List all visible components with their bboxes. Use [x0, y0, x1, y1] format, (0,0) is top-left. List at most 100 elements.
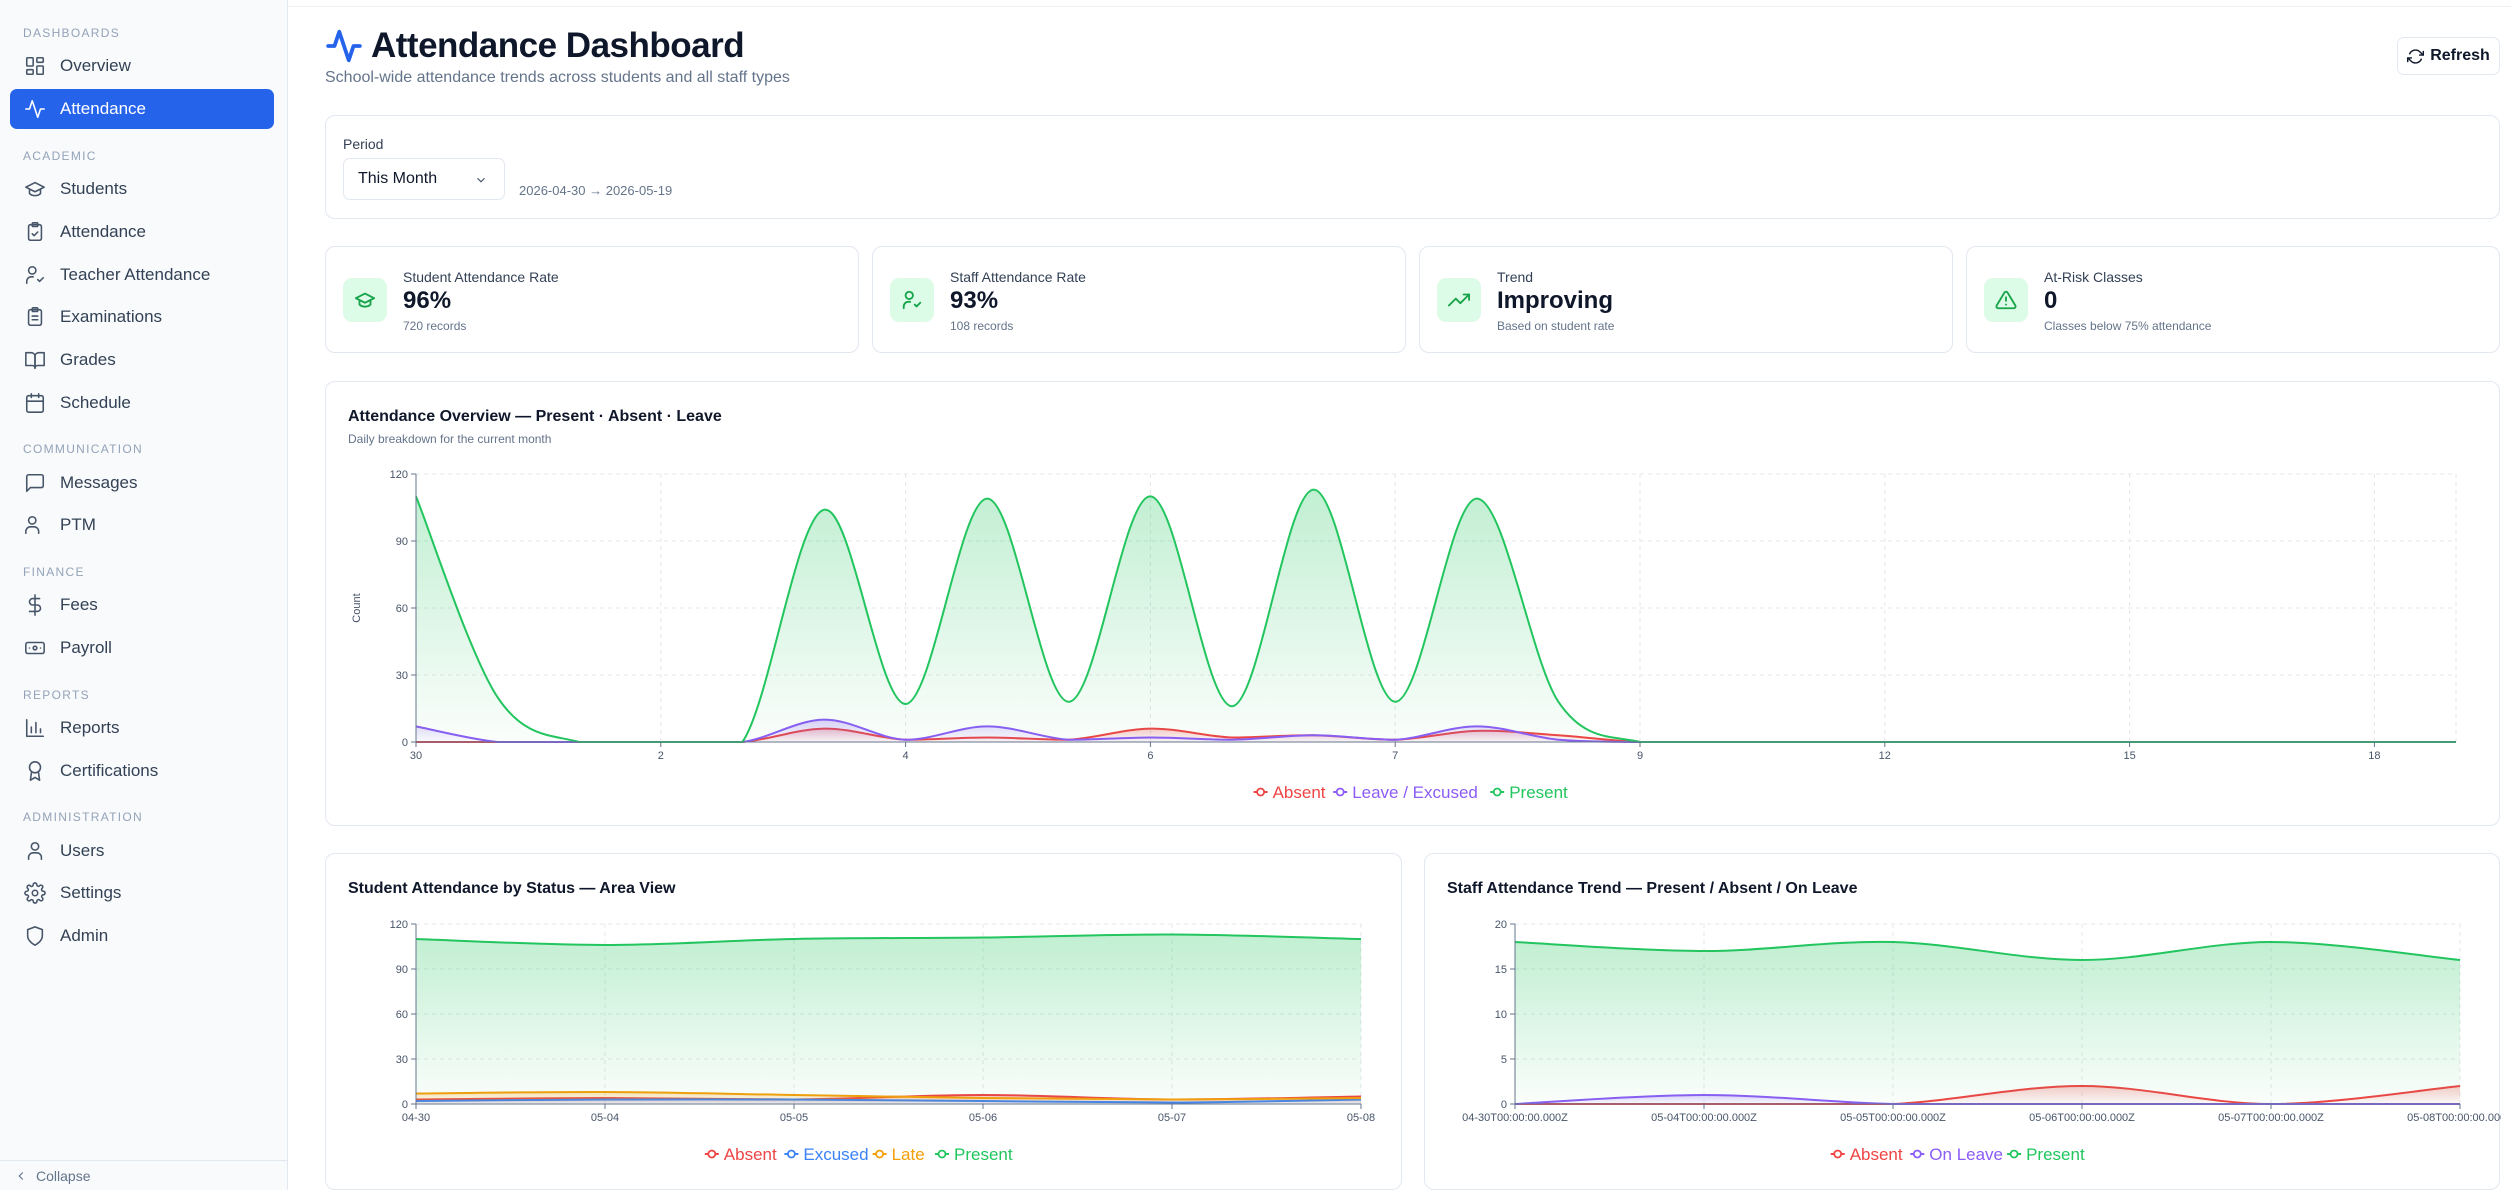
y-tick-label: 30	[396, 670, 408, 682]
x-tick-label: 7	[1392, 750, 1398, 762]
chart-legend: Absent Leave / Excused Present	[1253, 783, 1568, 802]
x-tick-label: 9	[1637, 750, 1643, 762]
legend-swatch-dot	[1335, 787, 1345, 797]
y-tick-label: 120	[390, 469, 408, 481]
staff-trend-chart-card: Staff Attendance Trend — Present / Absen…	[1424, 853, 2501, 1190]
period-date-range: 2026-04-30 → 2026-05-19	[519, 183, 673, 198]
y-tick-label: 30	[396, 1054, 408, 1066]
refresh-icon	[2407, 48, 2425, 64]
legend-label: Absent	[1273, 783, 1326, 802]
top-divider	[288, 6, 2511, 7]
x-tick-label: 05-04	[591, 1112, 619, 1124]
sidebar-item-payroll[interactable]: Payroll	[10, 628, 274, 668]
x-tick-label: 05-08T00:00:00.000Z	[2407, 1112, 2501, 1124]
legend-swatch-dot	[875, 1149, 884, 1159]
sidebar-item-schedule[interactable]: Schedule	[10, 383, 274, 423]
legend-swatch-dot	[2009, 1149, 2019, 1159]
kpi-icon-box	[343, 278, 387, 322]
sidebar-item-label: Attendance	[60, 222, 147, 241]
sidebar-item-admin[interactable]: Admin	[10, 916, 274, 956]
banknote-icon	[25, 641, 45, 655]
y-tick-label: 0	[402, 1099, 408, 1111]
legend-swatch-dot	[707, 1149, 717, 1159]
legend-swatch-dot	[1492, 787, 1502, 797]
sidebar-item-ptm[interactable]: PTM	[10, 505, 274, 545]
legend-item: Absent	[1830, 1145, 1903, 1164]
sidebar-item-attendance-dashboard[interactable]: Attendance	[10, 89, 274, 129]
legend-label: Absent	[724, 1145, 777, 1164]
sidebar-item-label: Certifications	[60, 761, 159, 780]
sidebar-item-users[interactable]: Users	[10, 831, 274, 871]
legend-label: On Leave	[1929, 1145, 2003, 1164]
series-area-present	[416, 489, 2456, 742]
x-tick-label: 05-05	[780, 1112, 808, 1124]
staff-trend-chart: 0 5 10 15 20 04-30T00:00:00.000Z 05-04T00:00:0…	[1462, 919, 2501, 1164]
legend-swatch-dot	[786, 1149, 796, 1159]
kpi-subtext: 108 records	[950, 319, 1014, 333]
student-status-chart-card: Student Attendance by Status — Area View…	[325, 853, 1402, 1190]
activity-icon	[25, 99, 45, 119]
kpi-value: 96%	[403, 287, 452, 314]
chart-title: Attendance Overview — Present · Absent ·…	[348, 408, 722, 425]
y-tick-label: 60	[396, 603, 408, 615]
sidebar-item-label: Reports	[60, 718, 120, 737]
sidebar-item-students[interactable]: Students	[10, 169, 274, 209]
period-filter-card: Period This Month 2026-04-30 → 2026-05-1…	[325, 115, 2500, 219]
sidebar-item-label: Examinations	[60, 307, 163, 326]
chart-legend: Absent On Leave Present	[1830, 1145, 2085, 1164]
series-area-present	[1515, 941, 2460, 1104]
y-tick-label: 0	[402, 737, 408, 749]
legend-item: Late	[872, 1145, 925, 1164]
y-tick-label: 90	[396, 536, 408, 548]
y-tick-label: 0	[1501, 1099, 1507, 1111]
legend-swatch-dot	[1256, 787, 1265, 797]
clipboard-check-icon	[27, 222, 43, 242]
sidebar-item-teacher-attendance[interactable]: Teacher Attendance	[10, 255, 274, 295]
sidebar-item-certifications[interactable]: Certifications	[10, 751, 274, 791]
sidebar-item-label: Grades	[60, 350, 116, 369]
sidebar-item-messages[interactable]: Messages	[10, 463, 274, 503]
kpi-label: At-Risk Classes	[2044, 269, 2143, 285]
period-select[interactable]: This Month	[343, 158, 505, 200]
legend-swatch-dot	[937, 1149, 947, 1159]
legend-item: Excused	[784, 1145, 869, 1164]
page-title-text: Attendance Dashboard	[371, 26, 745, 65]
sidebar-item-label: Teacher Attendance	[60, 265, 211, 284]
kpi-icon-box	[1437, 278, 1481, 322]
legend-item: Present	[2007, 1145, 2085, 1164]
y-tick-label: 5	[1501, 1054, 1507, 1066]
collapse-button[interactable]: Collapse	[0, 1160, 288, 1190]
x-tick-label: 05-08	[1347, 1112, 1375, 1124]
legend-label: Present	[2026, 1145, 2085, 1164]
sidebar-item-reports[interactable]: Reports	[10, 708, 274, 748]
sidebar-item-fees[interactable]: Fees	[10, 585, 274, 625]
sidebar-section-title: REPORTS	[23, 688, 90, 702]
sidebar-item-grades[interactable]: Grades	[10, 340, 274, 380]
refresh-button[interactable]: Refresh	[2397, 37, 2500, 75]
kpi-card-student-rate: Student Attendance Rate 96% 720 records	[325, 246, 859, 353]
legend-item: Present	[1490, 783, 1568, 802]
kpi-icon-box	[1984, 278, 2028, 322]
period-label: Period	[343, 136, 384, 152]
sidebar-section-title: COMMUNICATION	[23, 442, 144, 456]
x-tick-label: 2	[658, 750, 664, 762]
y-tick-label: 15	[1495, 964, 1507, 976]
x-tick-label: 04-30	[402, 1112, 430, 1124]
chart-legend: Absent Excused Late Present	[704, 1145, 1013, 1164]
sidebar-item-label: Students	[60, 179, 128, 198]
sidebar-item-settings[interactable]: Settings	[10, 873, 274, 913]
sidebar-item-attendance[interactable]: Attendance	[10, 212, 274, 252]
user-check-icon	[25, 265, 45, 285]
legend-label: Present	[1509, 783, 1568, 802]
clipboard-list-icon	[27, 307, 43, 327]
kpi-card-staff-rate: Staff Attendance Rate 93% 108 records	[872, 246, 1406, 353]
legend-item: Present	[935, 1145, 1013, 1164]
sidebar-section-title: ACADEMIC	[23, 149, 97, 163]
sidebar-item-label: Users	[60, 841, 105, 860]
y-tick-label: 60	[396, 1009, 408, 1021]
legend-label: Late	[892, 1145, 925, 1164]
kpi-subtext: Classes below 75% attendance	[2044, 319, 2212, 333]
sidebar-item-overview[interactable]: Overview	[10, 46, 274, 86]
sidebar-item-examinations[interactable]: Examinations	[10, 297, 274, 337]
attendance-overview-chart-card: Attendance Overview — Present · Absent ·…	[325, 381, 2500, 826]
